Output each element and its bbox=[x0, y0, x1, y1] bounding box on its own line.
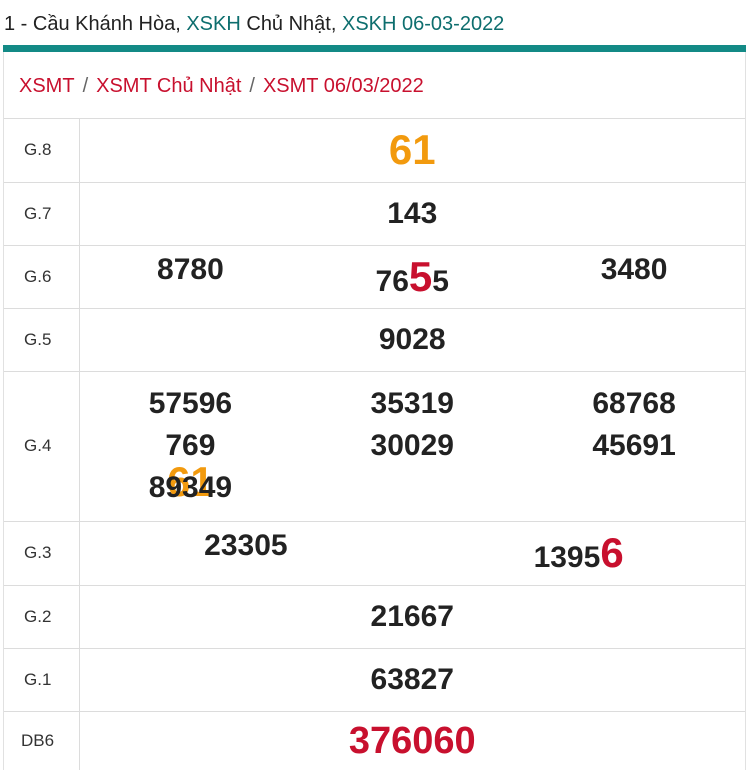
results-box: XSMT / XSMT Chủ Nhật / XSMT 06/03/2022 G.8 6… bbox=[3, 52, 746, 770]
prize-label: G.5 bbox=[4, 308, 80, 372]
prize-number-g4: 68768 bbox=[592, 386, 676, 420]
prize-number-g1: 63827 bbox=[370, 662, 454, 696]
prize-number-g4: 769 61 bbox=[165, 428, 216, 505]
prize-number-g4: 35319 bbox=[370, 386, 454, 420]
prize-number-g4: 89349 bbox=[148, 470, 233, 504]
breadcrumb-xsmt-sunday[interactable]: XSMT Chủ Nhật bbox=[96, 75, 242, 97]
table-row-g6: G.6 8780 7655 3480 bbox=[4, 245, 745, 309]
prize-number-g4: 57596 bbox=[148, 386, 233, 420]
highlight-digit: 6 bbox=[600, 529, 624, 576]
xskh-date-link[interactable]: XSKH 06-03-2022 bbox=[341, 13, 505, 35]
table-row-g2: G.2 21667 bbox=[4, 585, 745, 649]
prize-number-g4: 45691 bbox=[592, 428, 676, 462]
prize-label: G.3 bbox=[4, 521, 80, 586]
table-row-g3: G.3 23305 13956 bbox=[4, 521, 745, 586]
page-title-prefix: 1 - Cầu Khánh Hòa, bbox=[4, 13, 187, 35]
page-title: 1 - Cầu Khánh Hòa, XSKH Chủ Nhật, XSKH 0… bbox=[4, 10, 504, 38]
table-row-db: DB6 376060 bbox=[4, 711, 745, 770]
prize-number-g7: 143 bbox=[387, 196, 438, 230]
prize-number-g3: 23305 bbox=[204, 529, 288, 562]
table-row-g4: G.4 57596 769 61 89349 35319 30029 68768 … bbox=[4, 371, 745, 522]
prize-label: G.2 bbox=[4, 585, 80, 649]
prize-label: DB6 bbox=[4, 711, 80, 770]
prize-number-g3: 13956 bbox=[533, 529, 624, 576]
highlight-digit: 5 bbox=[408, 252, 433, 300]
table-row-g7: G.7 143 bbox=[4, 182, 745, 246]
prize-label: G.6 bbox=[4, 245, 80, 309]
results-table: G.8 61 G.7 143 G.6 8780 7655 3480 G.5 90… bbox=[4, 119, 745, 770]
prize-label: G.4 bbox=[4, 371, 80, 522]
breadcrumb-separator: / bbox=[249, 75, 255, 97]
prize-number-g6: 3480 bbox=[600, 252, 668, 286]
accent-bar bbox=[3, 45, 746, 52]
page-title-middle: Chủ Nhật, bbox=[240, 13, 342, 35]
table-row-g5: G.5 9028 bbox=[4, 308, 745, 372]
highlight-digits: 61 bbox=[167, 457, 214, 505]
breadcrumb: XSMT / XSMT Chủ Nhật / XSMT 06/03/2022 bbox=[4, 52, 745, 119]
breadcrumb-xsmt-date[interactable]: XSMT 06/03/2022 bbox=[262, 75, 424, 97]
prize-number-g8: 61 bbox=[388, 126, 436, 174]
prize-number-special: 376060 bbox=[348, 719, 476, 762]
prize-number-g2: 21667 bbox=[370, 599, 454, 633]
table-row-g1: G.1 63827 bbox=[4, 648, 745, 712]
prize-label: G.1 bbox=[4, 648, 80, 712]
prize-number-g6: 8780 bbox=[157, 252, 224, 286]
table-row-g8: G.8 61 bbox=[4, 119, 745, 183]
prize-number-g4: 30029 bbox=[370, 428, 454, 462]
prize-number-g5: 9028 bbox=[378, 322, 446, 356]
breadcrumb-separator: / bbox=[82, 75, 89, 97]
prize-number-g6: 7655 bbox=[375, 252, 449, 300]
prize-label: G.7 bbox=[4, 182, 80, 246]
breadcrumb-xsmt[interactable]: XSMT bbox=[19, 75, 75, 97]
xskh-link[interactable]: XSKH bbox=[186, 13, 241, 35]
prize-label: G.8 bbox=[4, 119, 80, 183]
